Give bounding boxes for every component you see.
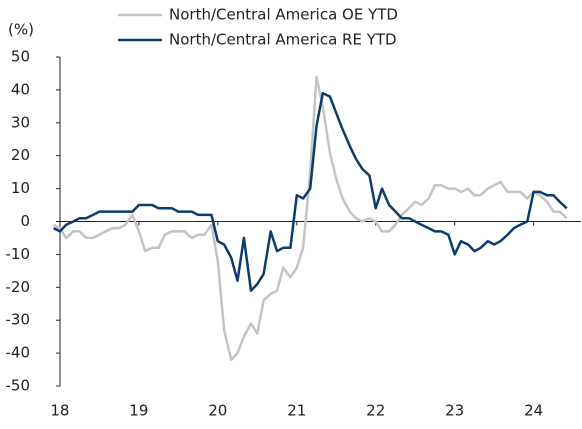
x-tick-label: 24 (524, 402, 543, 420)
y-tick-label: -20 (6, 278, 31, 296)
y-tick-label: -10 (6, 245, 31, 263)
x-tick-label: 18 (50, 402, 69, 420)
y-tick-label: -30 (6, 311, 31, 329)
x-tick-label: 22 (366, 402, 385, 420)
legend-label: North/Central America OE YTD (169, 6, 398, 24)
y-tick-label: -50 (6, 377, 31, 395)
x-tick-label: 21 (287, 402, 306, 420)
x-tick-label: 19 (129, 402, 148, 420)
y-tick-label: 40 (11, 80, 30, 98)
y-unit: (%) (8, 21, 34, 39)
y-tick-label: 50 (11, 48, 30, 66)
y-tick-label: 0 (20, 212, 30, 230)
x-tick-label: 23 (445, 402, 464, 420)
x-tick-label: 20 (208, 402, 227, 420)
series-line (53, 75, 568, 361)
y-tick-label: 20 (11, 146, 30, 164)
series-line (53, 91, 568, 292)
y-tick-label: 30 (11, 113, 30, 131)
y-tick-label: -40 (6, 344, 31, 362)
y-tick-label: 10 (11, 179, 30, 197)
legend-label: North/Central America RE YTD (169, 31, 397, 49)
